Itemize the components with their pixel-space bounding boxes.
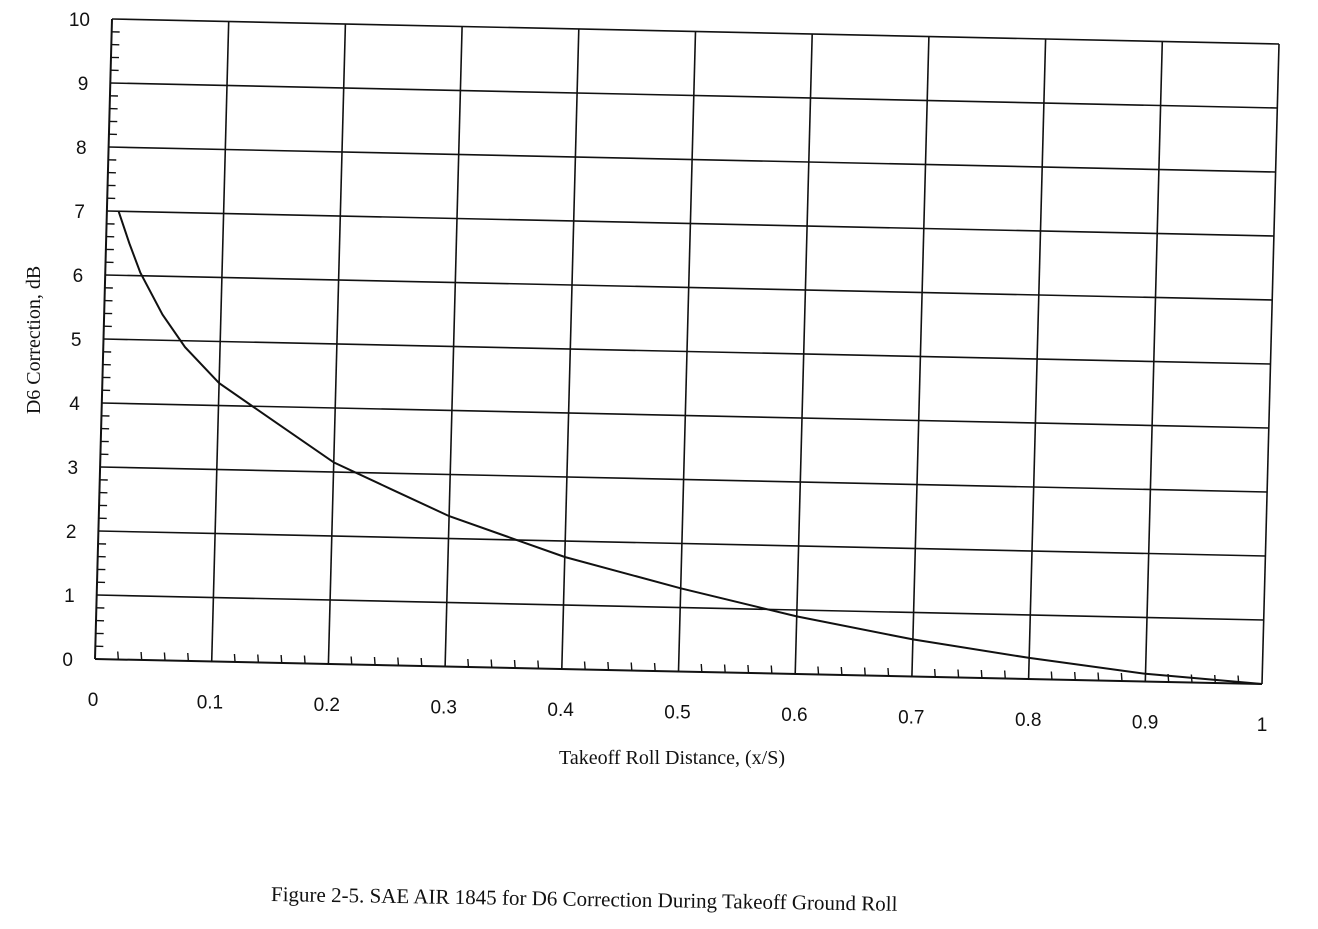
x-minor-tick (280, 654, 283, 664)
x-minor-tick (980, 669, 983, 679)
y-tick-label: 9 (78, 74, 89, 95)
x-minor-tick (187, 652, 190, 662)
x-minor-tick (140, 651, 143, 661)
axes (94, 18, 1263, 685)
x-minor-tick (303, 655, 306, 664)
horizontal-gridline (110, 82, 1278, 109)
y-axis-title: D6 Correction, dB (23, 266, 45, 414)
x-minor-tick (817, 666, 820, 675)
y-tick-label: 7 (74, 202, 85, 223)
horizontal-gridline (111, 18, 1280, 45)
x-minor-tick (257, 654, 260, 663)
x-minor-tick (700, 663, 703, 673)
x-tick-label: 0.6 (781, 705, 807, 726)
horizontal-gridline (96, 594, 1264, 621)
x-minor-tick (163, 652, 166, 661)
x-tick-label: 0.3 (430, 698, 456, 719)
x-minor-tick (1050, 671, 1053, 680)
x-minor-tick (840, 666, 843, 676)
x-minor-tick (467, 658, 470, 668)
horizontal-gridline (105, 274, 1273, 301)
y-tick-label: 5 (71, 330, 82, 351)
tick-labels: 0 0.1 0.2 0.3 0.4 0.5 0.6 0.7 0.8 0.9 101234567891… (62, 10, 1267, 736)
x-minor-tick (1120, 672, 1123, 682)
y-tick-label: 6 (73, 266, 84, 287)
x-tick-label: 0.1 (197, 693, 223, 714)
x-tick-label: 0.5 (664, 703, 690, 724)
x-minor-tick (770, 665, 773, 674)
x-minor-tick (1073, 671, 1076, 681)
x-minor-tick (653, 662, 656, 672)
x-tick-label: 0.7 (898, 708, 924, 729)
horizontal-gridline (100, 466, 1268, 493)
x-minor-tick (233, 653, 236, 663)
x-minor-tick (1003, 670, 1006, 679)
y-tick-label: 0 (62, 650, 73, 671)
horizontal-gridline (108, 146, 1276, 173)
x-minor-tick (723, 664, 726, 673)
y-tick-label: 10 (69, 10, 90, 31)
x-minor-tick (420, 657, 423, 667)
x-axis-title: Takeoff Roll Distance, (x/S) (559, 747, 785, 769)
horizontal-gridline (101, 402, 1269, 429)
x-minor-tick (1097, 672, 1100, 681)
x-minor-tick (607, 661, 610, 671)
horizontal-gridline (106, 210, 1274, 237)
y-tick-label: 8 (76, 138, 87, 159)
x-minor-tick (630, 662, 633, 671)
x-minor-tick (933, 668, 936, 678)
x-tick-label: 0.8 (1015, 710, 1041, 731)
x-minor-tick (863, 667, 866, 676)
x-minor-tick (957, 669, 960, 678)
y-tick-label: 3 (68, 458, 79, 479)
y-tick-label: 1 (64, 586, 75, 607)
series-layer (117, 210, 1263, 685)
x-minor-tick (397, 657, 400, 666)
x-minor-tick (537, 660, 540, 669)
y-tick-label: 2 (66, 522, 77, 543)
grid (96, 18, 1280, 685)
x-minor-tick (117, 651, 120, 660)
x-minor-tick (373, 656, 376, 666)
x-minor-tick (887, 667, 890, 677)
x-minor-tick (350, 656, 353, 665)
y-axis-line (94, 18, 113, 660)
y-tick-label: 4 (69, 394, 80, 415)
horizontal-gridline (98, 530, 1266, 557)
x-minor-tick (583, 661, 586, 670)
x-tick-label: 0.4 (547, 700, 574, 721)
horizontal-gridline (103, 338, 1271, 365)
x-tick-label: 0 (88, 690, 99, 711)
x-tick-label: 1 (1257, 715, 1268, 736)
x-minor-tick (513, 659, 516, 669)
x-minor-tick (490, 659, 493, 668)
x-minor-tick (747, 664, 750, 674)
x-tick-label: 0.9 (1132, 713, 1158, 734)
x-tick-label: 0.2 (314, 695, 340, 716)
d6-correction-curve (117, 210, 1263, 685)
